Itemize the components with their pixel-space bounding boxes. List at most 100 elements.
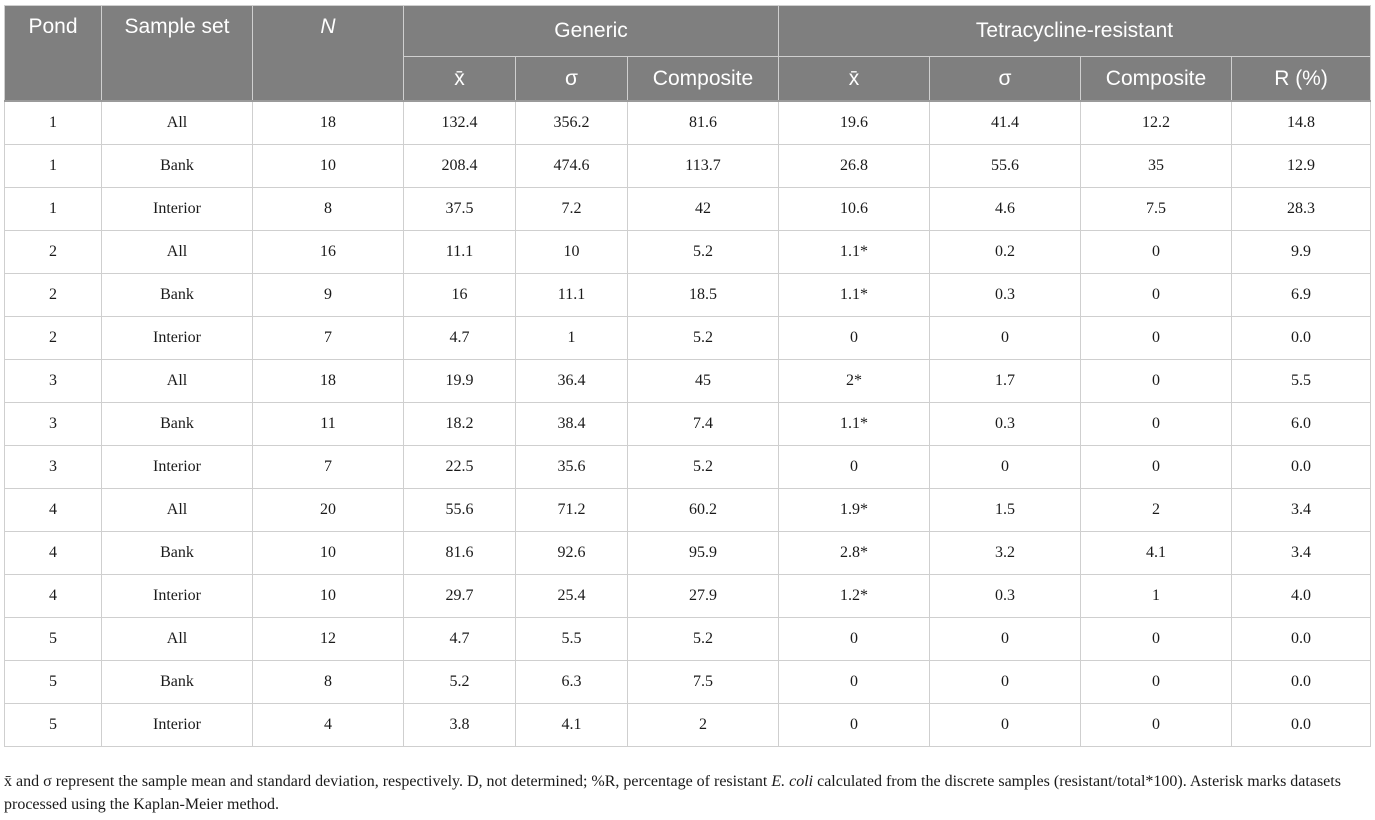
cell-tet-composite: 0 <box>1080 273 1232 317</box>
table-row: 4 All 20 55.6 71.2 60.2 1.9* 1.5 2 3.4 <box>4 488 1372 532</box>
cell-sample-set: All <box>101 617 253 661</box>
cell-pond: 2 <box>4 273 102 317</box>
cell-pond: 3 <box>4 402 102 446</box>
cell-tet-sigma: 1.7 <box>929 359 1081 403</box>
cell-generic-mean: 55.6 <box>403 488 516 532</box>
cell-n: 12 <box>252 617 404 661</box>
cell-r-percent: 14.8 <box>1230 100 1372 145</box>
cell-generic-composite: 45 <box>627 359 779 403</box>
cell-sample-set: All <box>101 100 253 145</box>
cell-generic-composite: 5.2 <box>627 230 779 274</box>
cell-generic-mean: 208.4 <box>403 144 516 188</box>
cell-generic-mean: 81.6 <box>403 531 516 575</box>
cell-generic-sigma: 36.4 <box>515 359 628 403</box>
header-tetracycline-resistant: Tetracycline-resistant <box>777 5 1372 57</box>
header-generic-sigma: σ <box>515 56 628 102</box>
cell-tet-composite: 0 <box>1080 445 1232 489</box>
table-row: 4 Bank 10 81.6 92.6 95.9 2.8* 3.2 4.1 3.4 <box>4 531 1372 575</box>
table-row: 4 Interior 10 29.7 25.4 27.9 1.2* 0.3 1 4.0 <box>4 574 1372 618</box>
cell-generic-mean: 19.9 <box>403 359 516 403</box>
cell-tet-sigma: 0.3 <box>929 273 1081 317</box>
cell-tet-mean: 2.8* <box>778 531 930 575</box>
data-table: Pond Sample set N Generic Tetracycline-r… <box>4 5 1372 747</box>
cell-pond: 1 <box>4 100 102 145</box>
cell-sample-set: All <box>101 230 253 274</box>
cell-sample-set: All <box>101 359 253 403</box>
cell-pond: 4 <box>4 531 102 575</box>
cell-tet-composite: 0 <box>1080 703 1232 747</box>
cell-pond: 3 <box>4 445 102 489</box>
cell-tet-mean: 19.6 <box>778 100 930 145</box>
cell-generic-composite: 113.7 <box>627 144 779 188</box>
cell-sample-set: Bank <box>101 273 253 317</box>
cell-r-percent: 3.4 <box>1230 531 1372 575</box>
cell-generic-sigma: 4.1 <box>515 703 628 747</box>
cell-r-percent: 28.3 <box>1230 187 1372 231</box>
cell-tet-mean: 10.6 <box>778 187 930 231</box>
header-tet-composite: Composite <box>1080 56 1232 102</box>
cell-generic-mean: 4.7 <box>403 617 516 661</box>
table-row: 1 Bank 10 208.4 474.6 113.7 26.8 55.6 35 12.9 <box>4 144 1372 188</box>
cell-generic-sigma: 474.6 <box>515 144 628 188</box>
table-row: 5 Interior 4 3.8 4.1 2 0 0 0 0.0 <box>4 703 1372 747</box>
cell-sample-set: Bank <box>101 531 253 575</box>
cell-tet-sigma: 0.3 <box>929 574 1081 618</box>
cell-r-percent: 4.0 <box>1230 574 1372 618</box>
cell-generic-mean: 29.7 <box>403 574 516 618</box>
cell-pond: 2 <box>4 230 102 274</box>
cell-generic-mean: 22.5 <box>403 445 516 489</box>
cell-generic-sigma: 25.4 <box>515 574 628 618</box>
cell-generic-mean: 18.2 <box>403 402 516 446</box>
table-row: 1 All 18 132.4 356.2 81.6 19.6 41.4 12.2 14.8 <box>4 100 1372 145</box>
table-row: 3 Interior 7 22.5 35.6 5.2 0 0 0 0.0 <box>4 445 1372 489</box>
table-row: 5 Bank 8 5.2 6.3 7.5 0 0 0 0.0 <box>4 660 1372 704</box>
cell-generic-mean: 3.8 <box>403 703 516 747</box>
cell-pond: 2 <box>4 316 102 360</box>
table-row: 3 All 18 19.9 36.4 45 2* 1.7 0 5.5 <box>4 359 1372 403</box>
header-generic: Generic <box>403 5 779 57</box>
cell-generic-composite: 5.2 <box>627 445 779 489</box>
data-table-container: Pond Sample set N Generic Tetracycline-r… <box>4 5 1372 747</box>
cell-r-percent: 0.0 <box>1230 660 1372 704</box>
cell-tet-mean: 26.8 <box>778 144 930 188</box>
cell-sample-set: Bank <box>101 402 253 446</box>
cell-r-percent: 9.9 <box>1230 230 1372 274</box>
cell-n: 18 <box>252 100 404 145</box>
cell-tet-mean: 0 <box>778 445 930 489</box>
cell-generic-sigma: 71.2 <box>515 488 628 532</box>
header-pond: Pond <box>4 5 102 102</box>
cell-generic-mean: 37.5 <box>403 187 516 231</box>
cell-tet-mean: 1.1* <box>778 230 930 274</box>
cell-generic-composite: 18.5 <box>627 273 779 317</box>
cell-tet-composite: 12.2 <box>1080 100 1232 145</box>
cell-sample-set: Interior <box>101 703 253 747</box>
header-r-percent: R (%) <box>1230 56 1372 102</box>
cell-tet-mean: 0 <box>778 703 930 747</box>
cell-tet-sigma: 0 <box>929 316 1081 360</box>
cell-generic-sigma: 92.6 <box>515 531 628 575</box>
cell-tet-sigma: 55.6 <box>929 144 1081 188</box>
cell-sample-set: Interior <box>101 316 253 360</box>
cell-generic-sigma: 11.1 <box>515 273 628 317</box>
cell-n: 4 <box>252 703 404 747</box>
cell-generic-composite: 7.4 <box>627 402 779 446</box>
table-row: 2 Bank 9 16 11.1 18.5 1.1* 0.3 0 6.9 <box>4 273 1372 317</box>
cell-generic-sigma: 1 <box>515 316 628 360</box>
cell-tet-composite: 1 <box>1080 574 1232 618</box>
cell-generic-sigma: 6.3 <box>515 660 628 704</box>
header-tet-mean: x̄ <box>778 56 930 102</box>
cell-generic-sigma: 356.2 <box>515 100 628 145</box>
cell-sample-set: Bank <box>101 144 253 188</box>
cell-generic-mean: 4.7 <box>403 316 516 360</box>
cell-n: 8 <box>252 660 404 704</box>
cell-sample-set: Bank <box>101 660 253 704</box>
table-row: 1 Interior 8 37.5 7.2 42 10.6 4.6 7.5 28.3 <box>4 187 1372 231</box>
cell-r-percent: 6.0 <box>1230 402 1372 446</box>
cell-tet-sigma: 3.2 <box>929 531 1081 575</box>
cell-tet-composite: 2 <box>1080 488 1232 532</box>
cell-pond: 4 <box>4 574 102 618</box>
cell-tet-composite: 0 <box>1080 316 1232 360</box>
cell-r-percent: 0.0 <box>1230 445 1372 489</box>
table-row: 5 All 12 4.7 5.5 5.2 0 0 0 0.0 <box>4 617 1372 661</box>
cell-tet-mean: 1.9* <box>778 488 930 532</box>
